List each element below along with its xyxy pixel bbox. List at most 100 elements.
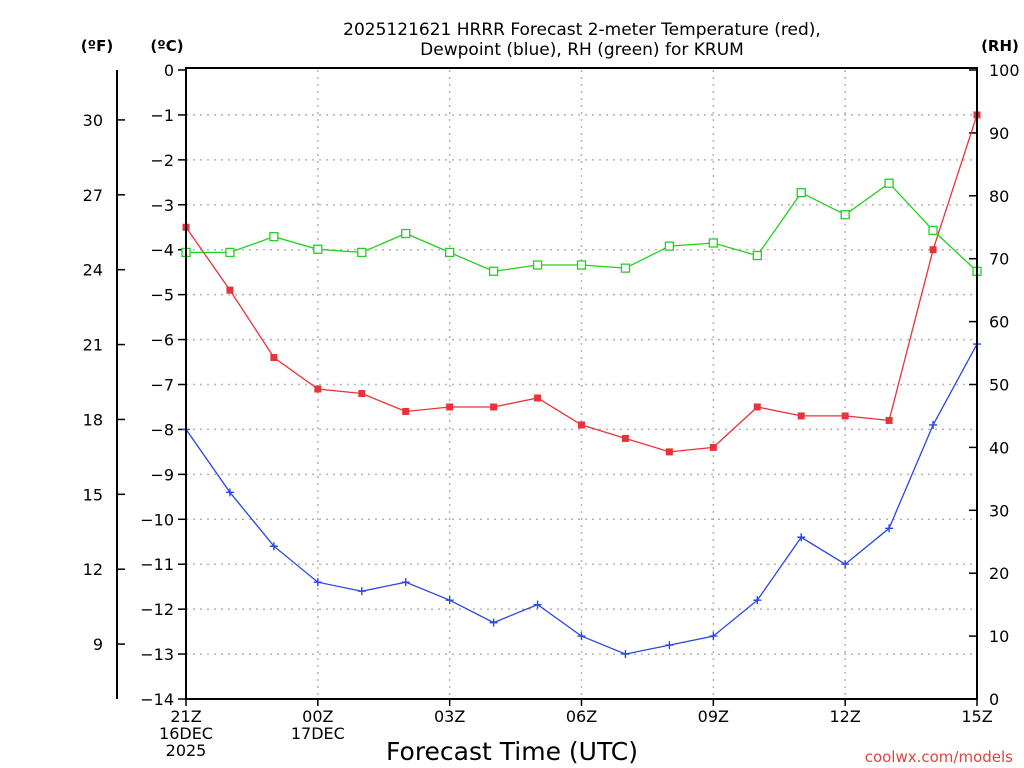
celsius-tick-label: −10 — [140, 510, 174, 529]
data-point-dewpoint — [885, 524, 894, 533]
celsius-unit-label: (ºC) — [150, 37, 183, 55]
celsius-tick-label: 0 — [164, 61, 174, 80]
data-point-dewpoint — [401, 578, 410, 587]
data-point-rh — [357, 247, 367, 258]
data-point-rh — [796, 188, 806, 198]
data-point-temperature — [490, 403, 498, 411]
data-point-dewpoint — [797, 533, 806, 542]
chart-title: 2025121621 HRRR Forecast 2-meter Tempera… — [343, 20, 821, 60]
rh-tick-label: 40 — [989, 438, 1009, 457]
rh-tick-label: 70 — [989, 250, 1009, 269]
data-point-dewpoint — [225, 488, 234, 497]
celsius-tick-label: −9 — [150, 465, 174, 484]
chart-title-line-2: Dewpoint (blue), RH (green) for KRUM — [420, 40, 744, 60]
plot-frame — [185, 67, 978, 700]
celsius-tick-label: −1 — [150, 106, 174, 125]
fahrenheit-tick-label: 12 — [83, 560, 103, 579]
x-tick-label: 16DEC — [159, 724, 213, 743]
fahrenheit-tick-label: 27 — [83, 186, 103, 205]
data-point-dewpoint — [533, 600, 542, 609]
data-point-temperature — [226, 286, 234, 294]
series-line-temperature — [185, 114, 978, 453]
data-point-rh — [401, 228, 411, 239]
rh-tick-label: 30 — [989, 501, 1009, 520]
data-point-rh — [269, 232, 279, 242]
data-point-temperature — [358, 389, 366, 397]
series-group — [181, 111, 982, 659]
data-point-rh — [840, 210, 850, 220]
fahrenheit-tick-label: 21 — [83, 336, 103, 355]
data-point-temperature — [753, 403, 761, 411]
rh-tick-label: 80 — [989, 187, 1009, 206]
data-point-rh — [928, 225, 938, 236]
data-point-rh — [620, 263, 631, 273]
data-point-rh — [708, 238, 718, 248]
data-point-temperature — [841, 412, 849, 420]
data-point-dewpoint — [929, 420, 938, 429]
credit-label: coolwx.com/models — [865, 748, 1013, 766]
data-point-rh — [532, 260, 543, 270]
data-point-temperature — [534, 394, 542, 402]
x-tick-label: 2025 — [166, 741, 207, 760]
fahrenheit-tick-label: 30 — [83, 111, 103, 130]
x-tick-label: 06Z — [566, 707, 597, 726]
celsius-tick-label: −2 — [150, 151, 174, 170]
celsius-tick-label: −12 — [140, 600, 174, 619]
data-point-dewpoint — [841, 560, 850, 569]
fahrenheit-tick-label: 15 — [83, 485, 103, 504]
data-point-rh — [488, 266, 499, 276]
rh-tick-label: 60 — [989, 313, 1009, 332]
data-point-dewpoint — [753, 596, 762, 605]
data-point-temperature — [665, 448, 673, 456]
x-tick-label: 09Z — [698, 707, 729, 726]
data-point-rh — [752, 250, 762, 261]
rh-unit-label: (RH) — [981, 37, 1019, 55]
data-point-rh — [884, 178, 894, 188]
series-temperature — [182, 111, 981, 456]
data-point-temperature — [797, 412, 805, 420]
data-point-temperature — [929, 246, 937, 254]
grid-lines — [186, 70, 977, 699]
rh-tick-label: 100 — [989, 61, 1020, 80]
data-point-temperature — [885, 416, 893, 424]
data-point-temperature — [314, 385, 322, 393]
celsius-tick-label: −11 — [140, 555, 174, 574]
celsius-tick-label: −8 — [150, 420, 174, 439]
x-tick-label: 17DEC — [291, 724, 345, 743]
rh-tick-label: 20 — [989, 564, 1009, 583]
data-point-rh — [225, 247, 235, 258]
data-point-dewpoint — [357, 587, 366, 596]
data-point-dewpoint — [445, 596, 454, 605]
data-point-dewpoint — [269, 542, 278, 551]
data-point-rh — [445, 247, 455, 258]
x-tick-label: 03Z — [434, 707, 465, 726]
series-rh — [181, 178, 982, 276]
series-line-dewpoint — [185, 343, 978, 655]
celsius-tick-label: −4 — [150, 241, 174, 260]
chart-title-line-1: 2025121621 HRRR Forecast 2-meter Tempera… — [343, 20, 821, 40]
x-tick-label: 00Z — [302, 707, 333, 726]
fahrenheit-tick-label: 9 — [93, 635, 103, 654]
data-point-dewpoint — [489, 618, 498, 627]
data-point-rh — [664, 241, 675, 251]
celsius-tick-label: −13 — [140, 645, 174, 664]
fahrenheit-unit-label: (ºF) — [81, 37, 113, 55]
data-point-temperature — [402, 407, 410, 415]
celsius-axis: 0 −1 −2 −3 −4 −5 −6 −7 −8 −9 −10 −11 −12 −13 −14 — [140, 61, 186, 709]
data-point-temperature — [709, 443, 717, 451]
celsius-tick-label: −14 — [140, 690, 174, 709]
fahrenheit-axis: 30 27 24 21 18 15 12 9 — [83, 70, 125, 699]
celsius-tick-label: −3 — [150, 196, 174, 215]
x-tick-label: 21Z — [170, 707, 201, 726]
rh-tick-label: 50 — [989, 376, 1009, 395]
data-point-dewpoint — [313, 578, 322, 587]
data-point-temperature — [578, 421, 585, 429]
fahrenheit-tick-label: 24 — [83, 261, 103, 280]
rh-tick-label: 0 — [989, 690, 999, 709]
data-point-temperature — [270, 354, 278, 362]
celsius-tick-label: −6 — [150, 331, 174, 350]
x-axis-label: Forecast Time (UTC) — [386, 737, 638, 766]
